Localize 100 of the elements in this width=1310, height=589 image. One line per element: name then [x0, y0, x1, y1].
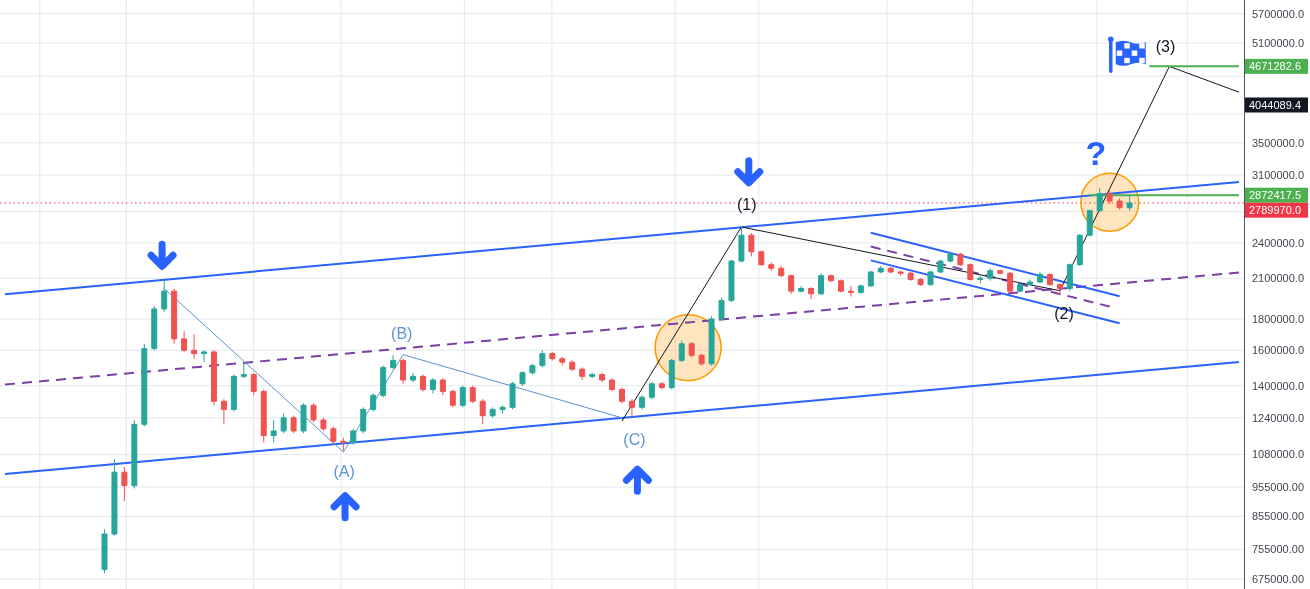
candlestick: [1096, 187, 1103, 213]
candlestick: [101, 528, 108, 574]
annotation: (1): [737, 195, 757, 213]
candlestick: [1086, 209, 1093, 237]
candlestick: [539, 349, 546, 368]
candlestick: [599, 372, 606, 383]
candlestick: [111, 458, 118, 537]
candlestick: [917, 277, 924, 287]
candlestick: [410, 372, 416, 383]
candlestick: [1126, 194, 1133, 212]
candlestick: [449, 388, 456, 408]
candlestick: [1007, 271, 1014, 293]
y-tick-label: 955000.00: [1252, 481, 1304, 494]
candlestick: [897, 270, 904, 277]
candlestick: [429, 377, 436, 394]
y-tick-label: 1240000.0: [1252, 411, 1304, 424]
annotation: (B): [391, 324, 413, 342]
y-tick-label: 2400000.0: [1252, 236, 1304, 249]
candlestick: [738, 226, 745, 263]
candlestick: [220, 398, 227, 425]
candlestick: [240, 361, 247, 379]
candlestick: [748, 232, 755, 257]
candlestick: [1046, 272, 1053, 287]
candlestick: [1076, 233, 1083, 267]
candlestick: [957, 252, 964, 267]
candlestick: [648, 381, 655, 400]
candlestick: [300, 402, 307, 434]
candlestick: [1017, 281, 1024, 293]
candlestick: [768, 261, 775, 272]
candlestick: [201, 349, 207, 363]
candlestick: [230, 374, 237, 412]
annotation: (3): [1155, 37, 1176, 55]
candlestick: [320, 417, 327, 432]
annotation: (A): [333, 462, 355, 480]
candlestick: [678, 340, 685, 363]
candlestick: [1027, 278, 1034, 287]
candlestick: [519, 370, 526, 387]
candlestick: [310, 402, 317, 423]
y-tick-label: 1080000.0: [1252, 448, 1304, 461]
candlestick: [907, 271, 914, 282]
candlestick: [589, 372, 596, 379]
candlestick: [330, 426, 337, 446]
candlestick: [628, 398, 635, 418]
candlestick: [250, 372, 257, 396]
candlestick: [818, 272, 825, 296]
candlestick: [360, 406, 367, 434]
annotation: (2): [1054, 304, 1074, 322]
candlestick: [121, 466, 128, 502]
candlestick: [758, 250, 765, 267]
candlestick: [290, 415, 297, 434]
candlestick: [191, 333, 198, 360]
candlestick: [619, 387, 625, 404]
candlestick: [987, 267, 994, 282]
candlestick: [210, 349, 217, 406]
candlestick: [1066, 262, 1073, 292]
candlestick: [927, 270, 934, 287]
candlestick: [400, 358, 407, 385]
candlestick: [181, 330, 188, 353]
candlestick: [499, 404, 506, 415]
candlestick: [798, 285, 805, 293]
candlestick: [380, 365, 387, 398]
candlestick: [609, 377, 616, 392]
candlestick: [161, 278, 168, 313]
candlestick: [419, 374, 426, 392]
candlestick: [469, 385, 476, 404]
y-tick-label: 1800000.0: [1252, 313, 1304, 326]
candlestick: [350, 428, 357, 446]
candlestick: [559, 356, 566, 367]
candlestick: [171, 288, 178, 345]
candlestick: [808, 286, 815, 300]
candlestick: [280, 413, 287, 434]
candlestick: [877, 265, 884, 274]
candlestick: [1037, 271, 1043, 284]
candlestick: [151, 305, 158, 351]
candlestick: [489, 406, 496, 419]
candlestick: [728, 259, 735, 303]
text: 4044089.4: [1249, 99, 1301, 111]
candlestick: [698, 353, 705, 367]
candlestick: [688, 341, 695, 358]
candlestick: [459, 385, 466, 408]
candlestick: [260, 388, 267, 443]
y-tick-label: 755000.00: [1252, 543, 1304, 556]
candlestick: [1056, 282, 1063, 296]
series-label: 2872417.5: [1249, 189, 1301, 202]
candlestick: [887, 266, 894, 274]
candlestick: [718, 297, 725, 322]
y-tick-label: 1400000.0: [1252, 379, 1304, 392]
y-tick-label: 855000.00: [1252, 510, 1304, 523]
candlestick: [509, 381, 516, 410]
series-label: 4671282.6: [1249, 60, 1301, 73]
candlestick: [439, 377, 446, 396]
annotation: ?: [1085, 134, 1107, 173]
candlestick: [867, 270, 874, 288]
annotation: (C): [623, 430, 646, 448]
y-tick-label: 5700000.0: [1252, 7, 1304, 20]
candlestick: [131, 419, 138, 489]
candlestick: [141, 343, 148, 428]
candlestick: [668, 358, 675, 390]
candlestick: [390, 354, 397, 370]
candlestick: [1116, 197, 1123, 211]
